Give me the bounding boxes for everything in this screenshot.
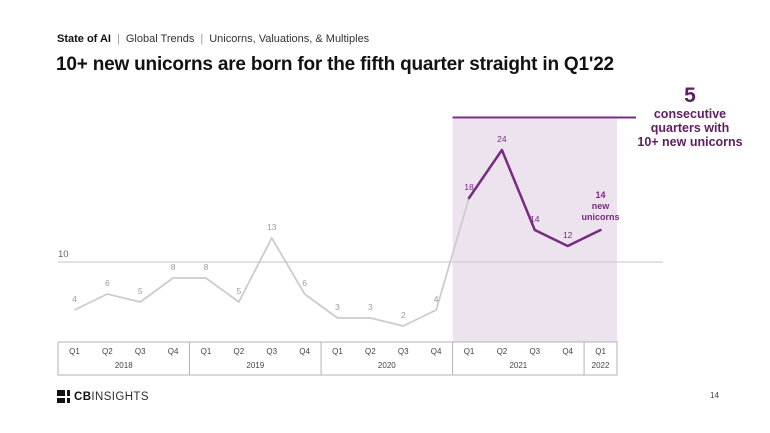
- last-point-label-line: unicorns: [582, 212, 620, 222]
- x-axis-quarter-label: Q1: [464, 347, 475, 356]
- breadcrumb: State of AI | Global Trends | Unicorns, Valu…: [57, 33, 369, 45]
- data-point-label: 6: [302, 278, 307, 288]
- data-point-label: 24: [497, 134, 507, 144]
- x-axis-year-label: 2019: [246, 361, 264, 370]
- data-point-label: 3: [368, 302, 373, 312]
- x-axis-quarter-label: Q2: [365, 347, 376, 356]
- x-axis-quarter-label: Q1: [69, 347, 80, 356]
- x-axis-quarter-label: Q4: [431, 347, 442, 356]
- cbinsights-logo: CBINSIGHTS: [57, 390, 149, 403]
- x-axis-quarter-label: Q3: [266, 347, 277, 356]
- x-axis-quarter-label: Q3: [529, 347, 540, 356]
- x-axis-box: [57, 341, 618, 376]
- x-axis-quarter-label: Q3: [135, 347, 146, 356]
- data-point-label: 5: [138, 286, 143, 296]
- x-axis-quarter-label: Q1: [332, 347, 343, 356]
- logo-icon-vertical-slit: [65, 390, 67, 403]
- data-point-label: 4: [72, 294, 77, 304]
- x-axis-quarter-label: Q4: [299, 347, 310, 356]
- last-point-label-line: 14: [596, 190, 606, 200]
- data-point-label: 13: [267, 222, 277, 232]
- callout-annotation: 5 consecutive quarters with 10+ new unic…: [620, 84, 760, 150]
- data-point-label: 2: [401, 310, 406, 320]
- cbinsights-logo-text: CBINSIGHTS: [74, 391, 149, 403]
- slide-title: 10+ new unicorns are born for the fifth …: [56, 54, 614, 75]
- data-point-label: 3: [335, 302, 340, 312]
- logo-text-cb: CB: [74, 390, 92, 403]
- data-point-label: 4: [434, 294, 439, 304]
- callout-text-line: consecutive: [653, 107, 727, 121]
- x-axis-year-label: 2022: [592, 361, 610, 370]
- x-axis-quarter-label: Q2: [102, 347, 113, 356]
- logo-text-insights: INSIGHTS: [91, 390, 149, 403]
- series-line-highlight: [467, 148, 602, 248]
- x-axis-quarter-label: Q4: [168, 347, 179, 356]
- x-axis-quarter-label: Q4: [562, 347, 573, 356]
- logo-icon-horizontal-slit: [57, 395, 70, 398]
- x-axis-quarter-label: Q3: [398, 347, 409, 356]
- x-axis-quarter-label: Q1: [595, 347, 606, 356]
- data-point-label: 8: [171, 262, 176, 272]
- data-point-label: 18: [464, 182, 474, 192]
- callout-text-line: 10+ new unicorns: [637, 135, 743, 149]
- x-axis-quarter-label: Q1: [201, 347, 212, 356]
- cbinsights-logo-icon: [57, 390, 70, 403]
- breadcrumb-brand: State of AI: [57, 33, 111, 45]
- x-axis-year-label: 2020: [378, 361, 396, 370]
- threshold-gridline-label: 10: [58, 249, 69, 260]
- data-point-label: 12: [563, 230, 573, 240]
- breadcrumb-subsection: Unicorns, Valuations, & Multiples: [209, 33, 370, 45]
- x-axis-year-label: 2021: [509, 361, 527, 370]
- x-axis-year-label: 2018: [115, 361, 133, 370]
- data-point-label: 14: [530, 214, 540, 224]
- callout-number: 5: [684, 84, 696, 107]
- series-line-base: [74, 197, 470, 327]
- last-point-label-line: new: [592, 201, 611, 211]
- breadcrumb-separator: |: [200, 33, 204, 45]
- data-point-label: 5: [236, 286, 241, 296]
- breadcrumb-separator: |: [117, 33, 120, 45]
- callout-text-line: quarters with: [650, 121, 730, 135]
- x-axis-quarter-label: Q2: [497, 347, 508, 356]
- page-number: 14: [710, 391, 719, 400]
- data-point-label: 8: [204, 262, 209, 272]
- x-axis-quarter-label: Q2: [234, 347, 245, 356]
- data-point-label: 6: [105, 278, 110, 288]
- breadcrumb-section: Global Trends: [125, 33, 195, 45]
